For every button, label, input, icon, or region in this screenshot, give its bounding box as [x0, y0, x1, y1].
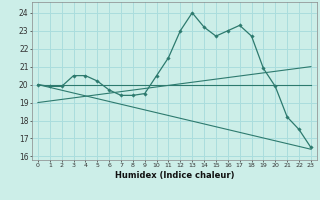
X-axis label: Humidex (Indice chaleur): Humidex (Indice chaleur): [115, 171, 234, 180]
